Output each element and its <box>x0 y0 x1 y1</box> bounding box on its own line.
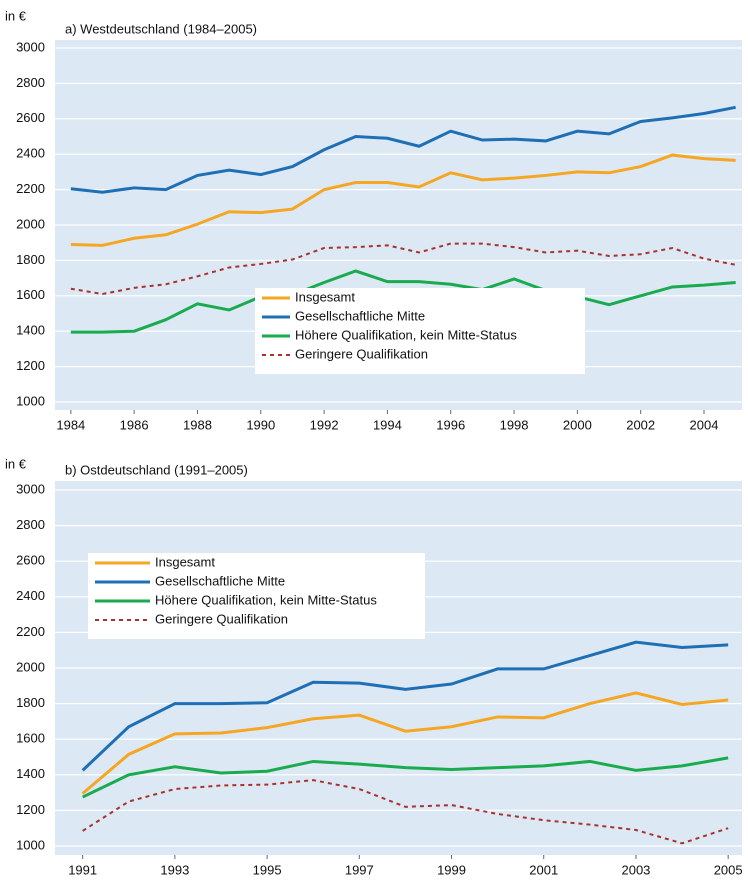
x-tick-label: 1986 <box>120 417 149 432</box>
x-tick-label: 1992 <box>310 417 339 432</box>
x-tick-label: 2002 <box>626 417 655 432</box>
y-tick-label: 2200 <box>16 624 45 639</box>
y-tick-label: 1800 <box>16 252 45 267</box>
legend-label: Höhere Qualifikation, kein Mitte-Status <box>155 592 377 607</box>
chart-title: b) Ostdeutschland (1991–2005) <box>65 462 248 477</box>
x-tick-label: 2004 <box>690 417 719 432</box>
data-line <box>70 153 736 247</box>
data-line <box>70 105 736 194</box>
data-line <box>82 779 729 845</box>
x-tick-label: 2003 <box>621 862 650 876</box>
y-tick-label: 2000 <box>16 216 45 231</box>
y-tick-label: 1800 <box>16 695 45 710</box>
legend-label: Höhere Qualifikation, kein Mitte-Status <box>295 327 517 342</box>
data-line <box>70 242 736 296</box>
x-tick-label: 1995 <box>253 862 282 876</box>
y-tick-label: 1000 <box>16 393 45 408</box>
y-tick-label: 1400 <box>16 766 45 781</box>
y-tick-label: 1000 <box>16 837 45 852</box>
y-tick-label: 1600 <box>16 287 45 302</box>
y-axis-label: in € <box>5 8 27 23</box>
x-tick-label: 1994 <box>373 417 402 432</box>
y-tick-label: 2400 <box>16 588 45 603</box>
y-tick-label: 3000 <box>16 481 45 496</box>
legend-box <box>255 288 585 374</box>
legend-label: Geringere Qualifikation <box>155 611 288 626</box>
legend-label: Gesellschaftliche Mitte <box>295 308 425 323</box>
y-tick-label: 1200 <box>16 358 45 373</box>
y-tick-label: 1600 <box>16 731 45 746</box>
data-line <box>81 691 729 795</box>
data-line <box>70 269 736 334</box>
y-tick-label: 2800 <box>16 517 45 532</box>
y-tick-label: 2200 <box>16 181 45 196</box>
legend-label: Gesellschaftliche Mitte <box>155 573 285 588</box>
x-tick-label: 2005 <box>714 862 743 876</box>
y-axis-label: in € <box>5 456 27 471</box>
x-tick-label: 1990 <box>246 417 275 432</box>
legend-label: Insgesamt <box>155 554 215 569</box>
y-tick-label: 2800 <box>16 75 45 90</box>
y-tick-label: 2400 <box>16 146 45 161</box>
x-tick-label: 2001 <box>529 862 558 876</box>
legend-label: Insgesamt <box>295 289 355 304</box>
legend-box <box>88 553 425 639</box>
x-tick-label: 1984 <box>56 417 85 432</box>
x-tick-label: 1991 <box>68 862 97 876</box>
chart-title: a) Westdeutschland (1984–2005) <box>65 21 257 36</box>
x-tick-label: 1988 <box>183 417 212 432</box>
data-line <box>81 640 729 772</box>
x-tick-label: 1997 <box>345 862 374 876</box>
x-tick-label: 1999 <box>437 862 466 876</box>
y-tick-label: 1400 <box>16 323 45 338</box>
y-tick-label: 2000 <box>16 659 45 674</box>
y-tick-label: 2600 <box>16 553 45 568</box>
legend-label: Geringere Qualifikation <box>295 346 428 361</box>
x-tick-label: 1996 <box>436 417 465 432</box>
x-tick-label: 2000 <box>563 417 592 432</box>
y-tick-label: 3000 <box>16 39 45 54</box>
x-tick-label: 1998 <box>500 417 529 432</box>
y-tick-label: 2600 <box>16 110 45 125</box>
x-tick-label: 1993 <box>160 862 189 876</box>
y-tick-label: 1200 <box>16 802 45 817</box>
data-line <box>82 756 729 799</box>
